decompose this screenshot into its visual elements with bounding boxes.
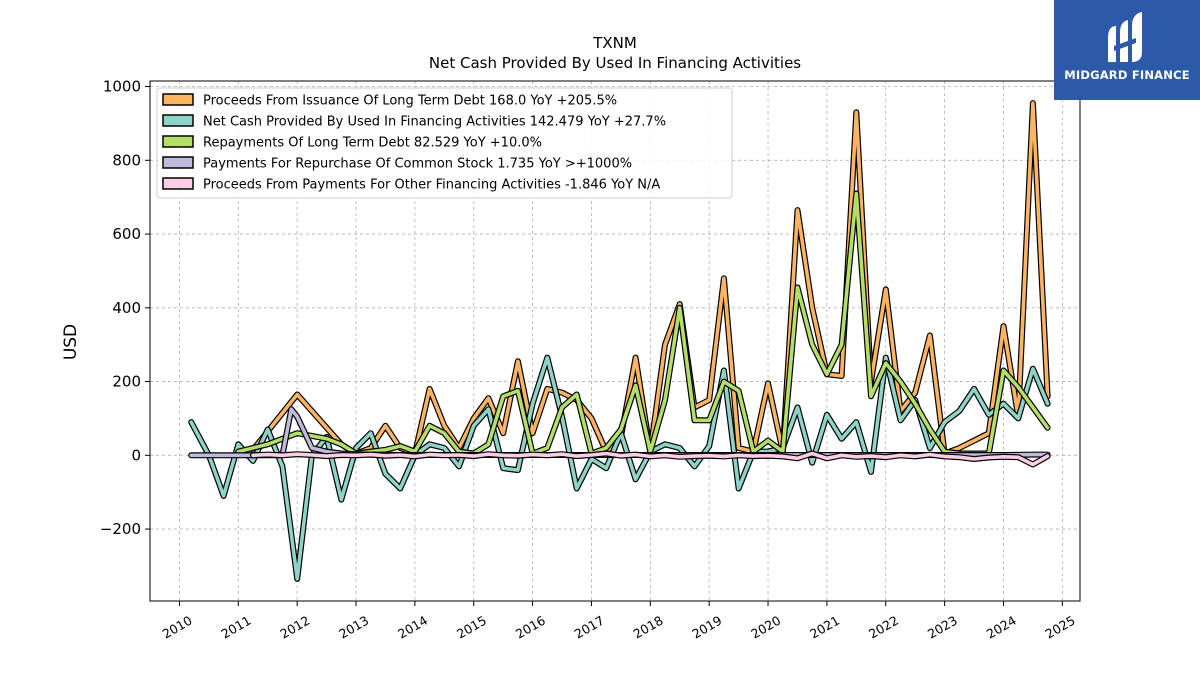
series-2 (235, 190, 1051, 457)
y-tick-label: 1000 (103, 78, 141, 96)
x-tick-label: 2013 (336, 613, 371, 642)
series-4 (250, 450, 1051, 468)
y-axis-label: USD (61, 324, 81, 360)
legend-box (156, 87, 733, 199)
x-tick-label: 2015 (454, 613, 489, 642)
series-line (251, 451, 1050, 467)
series-line (236, 191, 1050, 456)
legend-label: Net Cash Provided By Used In Financing A… (203, 115, 666, 130)
legend-item: Repayments Of Long Term Debt 82.529 YoY … (162, 135, 542, 151)
legend-label: Payments For Repurchase Of Common Stock … (203, 157, 632, 172)
y-tick-label: 400 (112, 299, 141, 317)
x-tick-label: 2011 (219, 613, 254, 642)
legend: Proceeds From Issuance Of Long Term Debt… (156, 87, 733, 199)
x-tick-label: 2020 (748, 613, 783, 642)
x-tick-label: 2017 (572, 613, 607, 642)
series-line-outline (188, 354, 1051, 582)
x-tick-label: 2010 (160, 613, 195, 642)
y-tick-label: 600 (112, 225, 141, 243)
brand-name: MIDGARD FINANCE (1064, 68, 1190, 82)
legend-swatch (162, 156, 194, 169)
x-tick-label: 2014 (395, 613, 430, 642)
series-1 (188, 354, 1051, 582)
series-line (251, 101, 1050, 456)
series-layer (188, 100, 1051, 582)
x-tick-label: 2021 (807, 613, 842, 642)
x-tick-label: 2022 (866, 613, 901, 642)
x-tick-label: 2024 (984, 613, 1019, 642)
y-tick-label: 0 (131, 446, 141, 464)
legend-item: Proceeds From Payments For Other Financi… (162, 177, 660, 193)
midgard-logo-icon (1108, 12, 1142, 62)
y-tick-label: −200 (100, 520, 141, 538)
x-tick-label: 2012 (277, 613, 312, 642)
x-tick-label: 2016 (513, 613, 548, 642)
brand-logo: MIDGARD FINANCE (1054, 0, 1200, 100)
x-tick-label: 2019 (689, 613, 724, 642)
chart-subtitle: Net Cash Provided By Used In Financing A… (429, 54, 801, 72)
legend-item: Proceeds From Issuance Of Long Term Debt… (162, 93, 617, 109)
legend-item: Payments For Repurchase Of Common Stock … (162, 156, 632, 172)
x-tick-label: 2023 (925, 613, 960, 642)
y-tick-label: 200 (112, 373, 141, 391)
legend-label: Proceeds From Issuance Of Long Term Debt… (203, 94, 617, 109)
legend-label: Proceeds From Payments For Other Financi… (203, 178, 660, 193)
legend-swatch (162, 177, 194, 190)
x-tick-label: 2025 (1043, 613, 1078, 642)
series-line (189, 355, 1050, 581)
legend-swatch (162, 93, 194, 106)
legend-label: Repayments Of Long Term Debt 82.529 YoY … (203, 136, 542, 151)
chart-title: TXNM (592, 34, 637, 52)
legend-swatch (162, 135, 194, 148)
legend-swatch (162, 114, 194, 127)
legend-item: Net Cash Provided By Used In Financing A… (162, 114, 666, 130)
series-0 (250, 100, 1051, 457)
plot-frame (149, 80, 1081, 602)
y-tick-label: 800 (112, 151, 141, 169)
x-tick-label: 2018 (631, 613, 666, 642)
